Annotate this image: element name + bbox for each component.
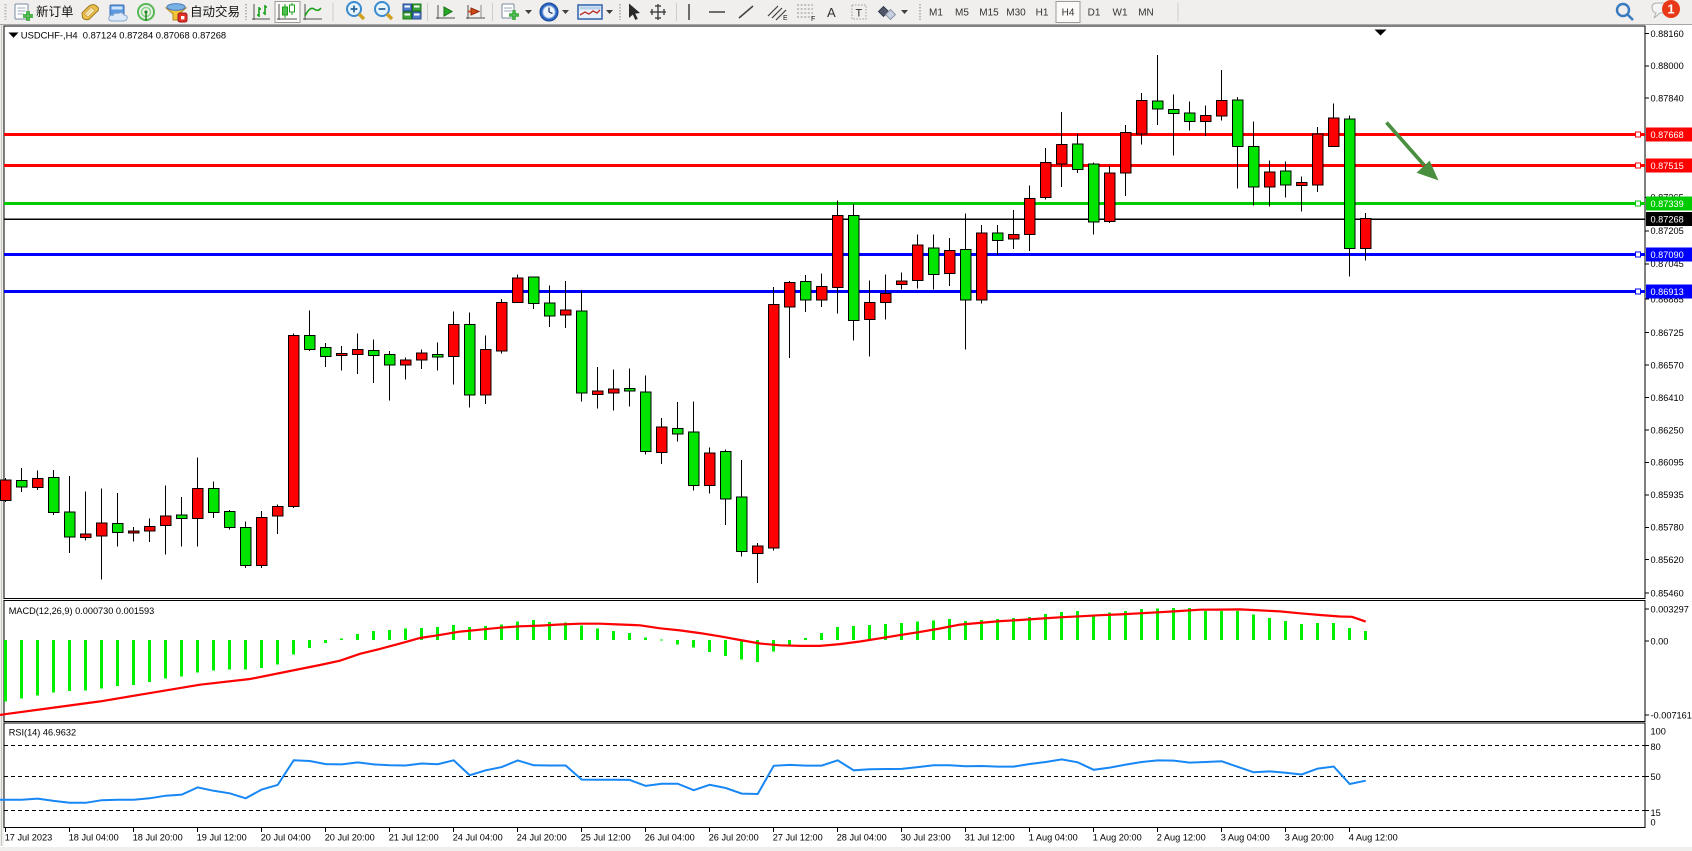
- svg-text:0.85460: 0.85460: [1651, 589, 1684, 599]
- svg-text:0: 0: [1651, 818, 1656, 828]
- svg-text:M30: M30: [1006, 8, 1026, 19]
- svg-text:0.85780: 0.85780: [1651, 523, 1684, 533]
- svg-text:24 Jul 04:00: 24 Jul 04:00: [453, 833, 503, 843]
- svg-text:0.86250: 0.86250: [1651, 425, 1684, 435]
- svg-text:24 Jul 20:00: 24 Jul 20:00: [517, 833, 567, 843]
- svg-text:RSI(14) 46.9632: RSI(14) 46.9632: [9, 728, 76, 738]
- svg-text:自动交易: 自动交易: [190, 4, 240, 19]
- svg-text:0.87268: 0.87268: [1651, 214, 1684, 224]
- svg-text:H1: H1: [1036, 8, 1049, 19]
- svg-text:2 Aug 12:00: 2 Aug 12:00: [1157, 833, 1206, 843]
- svg-text:1 Aug 20:00: 1 Aug 20:00: [1093, 833, 1142, 843]
- svg-text:20 Jul 04:00: 20 Jul 04:00: [261, 833, 311, 843]
- svg-text:28 Jul 04:00: 28 Jul 04:00: [837, 833, 887, 843]
- svg-text:15: 15: [1651, 808, 1661, 818]
- svg-text:0.88000: 0.88000: [1651, 61, 1684, 71]
- svg-text:80: 80: [1651, 742, 1661, 752]
- svg-text:0.85620: 0.85620: [1651, 555, 1684, 565]
- svg-text:3 Aug 20:00: 3 Aug 20:00: [1285, 833, 1334, 843]
- svg-text:17 Jul 2023: 17 Jul 2023: [5, 833, 53, 843]
- svg-text:18 Jul 04:00: 18 Jul 04:00: [69, 833, 119, 843]
- svg-text:H4: H4: [1062, 8, 1075, 19]
- svg-text:0.86885: 0.86885: [1651, 295, 1684, 305]
- svg-text:27 Jul 12:00: 27 Jul 12:00: [773, 833, 823, 843]
- svg-text:M5: M5: [955, 8, 969, 19]
- svg-text:50: 50: [1651, 772, 1661, 782]
- svg-text:0.87515: 0.87515: [1651, 161, 1684, 171]
- svg-text:0.86095: 0.86095: [1651, 458, 1684, 468]
- svg-text:0.87339: 0.87339: [1651, 199, 1684, 209]
- svg-text:-0.007161: -0.007161: [1651, 710, 1692, 720]
- svg-text:0.87045: 0.87045: [1651, 259, 1684, 269]
- svg-text:T: T: [856, 8, 863, 20]
- svg-text:25 Jul 12:00: 25 Jul 12:00: [581, 833, 631, 843]
- svg-text:19 Jul 12:00: 19 Jul 12:00: [197, 833, 247, 843]
- svg-text:0.85935: 0.85935: [1651, 490, 1684, 500]
- svg-text:0.00: 0.00: [1651, 636, 1669, 646]
- svg-text:1: 1: [1667, 2, 1674, 17]
- svg-text:20 Jul 20:00: 20 Jul 20:00: [325, 833, 375, 843]
- svg-text:新订单: 新订单: [36, 4, 74, 19]
- svg-text:0.86570: 0.86570: [1651, 360, 1684, 370]
- svg-text:3 Aug 04:00: 3 Aug 04:00: [1221, 833, 1270, 843]
- svg-text:30 Jul 23:00: 30 Jul 23:00: [901, 833, 951, 843]
- svg-text:MN: MN: [1138, 8, 1154, 19]
- svg-text:18 Jul 20:00: 18 Jul 20:00: [133, 833, 183, 843]
- svg-text:4 Aug 12:00: 4 Aug 12:00: [1349, 833, 1398, 843]
- svg-text:21 Jul 12:00: 21 Jul 12:00: [389, 833, 439, 843]
- svg-text:0.87840: 0.87840: [1651, 93, 1684, 103]
- svg-text:M1: M1: [929, 8, 943, 19]
- svg-text:0.87205: 0.87205: [1651, 226, 1684, 236]
- svg-text:26 Jul 04:00: 26 Jul 04:00: [645, 833, 695, 843]
- svg-text:0.86410: 0.86410: [1651, 393, 1684, 403]
- svg-text:M15: M15: [979, 8, 999, 19]
- svg-text:USDCHF-,H4 0.87124 0.87284 0.: USDCHF-,H4 0.87124 0.87284 0.87068 0.872…: [21, 30, 226, 41]
- svg-text:100: 100: [1651, 726, 1666, 736]
- svg-text:26 Jul 20:00: 26 Jul 20:00: [709, 833, 759, 843]
- svg-text:0.87668: 0.87668: [1651, 130, 1684, 140]
- svg-text:1 Aug 04:00: 1 Aug 04:00: [1029, 833, 1078, 843]
- svg-text:F: F: [811, 16, 815, 23]
- svg-text:0.87090: 0.87090: [1651, 250, 1684, 260]
- svg-text:D1: D1: [1088, 8, 1101, 19]
- svg-text:E: E: [783, 15, 788, 22]
- svg-text:0.86725: 0.86725: [1651, 328, 1684, 338]
- svg-text:MACD(12,26,9) 0.000730 0.00159: MACD(12,26,9) 0.000730 0.001593: [9, 606, 155, 616]
- svg-text:W1: W1: [1113, 8, 1128, 19]
- svg-text:0.003297: 0.003297: [1651, 604, 1689, 614]
- svg-text:31 Jul 12:00: 31 Jul 12:00: [965, 833, 1015, 843]
- svg-text:A: A: [827, 5, 836, 20]
- svg-text:0.88160: 0.88160: [1651, 29, 1684, 39]
- svg-text:0.86913: 0.86913: [1651, 287, 1684, 297]
